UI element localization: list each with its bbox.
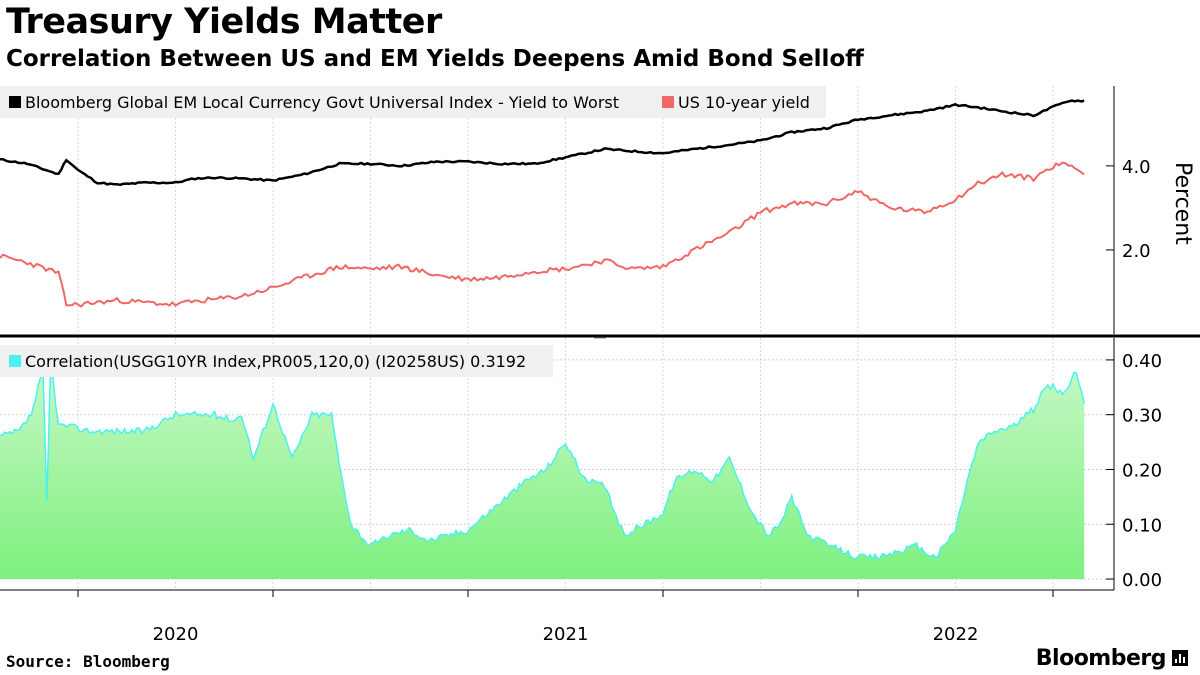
xtick-label: 2022	[933, 624, 979, 640]
em-yield-line	[0, 99, 1085, 187]
lower-ytick-label: 0.20	[1122, 460, 1162, 481]
lower-ytick-label: 0.40	[1122, 351, 1162, 372]
page-subtitle: Correlation Between US and EM Yields Dee…	[6, 46, 864, 72]
lower-ytick-label: 0.10	[1122, 515, 1162, 536]
source-note: Source: Bloomberg	[6, 652, 170, 671]
corr-legend-label: Correlation(USGG10YR Index,PR005,120,0) …	[25, 352, 526, 371]
upper-ytick-label: 2.0	[1122, 241, 1151, 262]
upper-legend-box	[0, 86, 826, 118]
bloomberg-bars-icon	[1172, 650, 1188, 666]
lower-ytick-label: 0.30	[1122, 406, 1162, 427]
upper-ylabel: Percent	[1170, 162, 1195, 245]
correlation-area	[0, 358, 1085, 579]
upper-ytick-label: 4.0	[1122, 157, 1151, 178]
us-legend-label: US 10-year yield	[678, 93, 810, 112]
xtick-label: 2020	[153, 624, 199, 640]
us-10yr-yield-line	[0, 161, 1085, 308]
xtick-label: 2021	[543, 624, 589, 640]
page-title: Treasury Yields Matter	[6, 2, 442, 42]
correlation-line	[0, 358, 1085, 561]
em-legend-swatch	[9, 96, 21, 108]
chart-area: Bloomberg Global EM Local Currency Govt …	[0, 86, 1200, 640]
corr-legend-swatch	[9, 355, 21, 367]
em-legend-label: Bloomberg Global EM Local Currency Govt …	[25, 93, 619, 112]
lower-legend-box	[0, 345, 553, 377]
upper-gridlines	[77, 86, 1054, 334]
bloomberg-logo: Bloomberg	[1035, 646, 1167, 671]
us-legend-swatch	[662, 96, 674, 108]
lower-ytick-label: 0.00	[1122, 570, 1162, 591]
